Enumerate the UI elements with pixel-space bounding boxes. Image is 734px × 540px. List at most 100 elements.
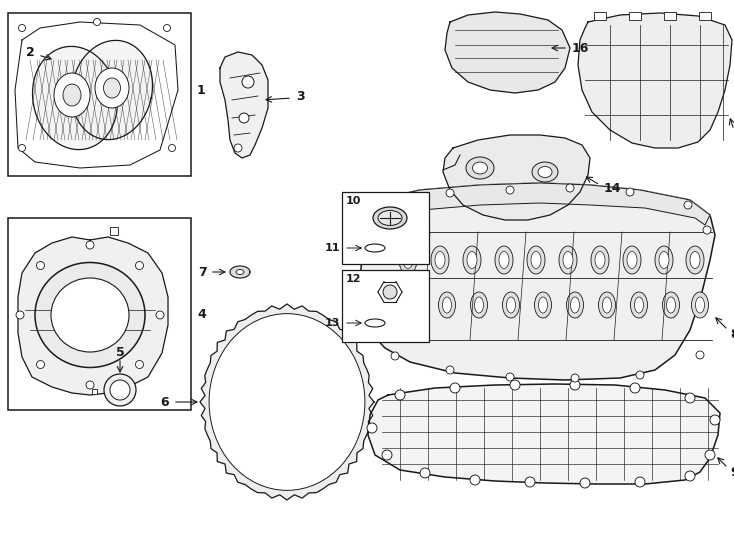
Circle shape [86,241,94,249]
Ellipse shape [666,297,675,313]
Text: 12: 12 [346,274,362,284]
Ellipse shape [591,246,609,274]
Ellipse shape [466,157,494,179]
Ellipse shape [474,297,484,313]
Ellipse shape [539,297,548,313]
Ellipse shape [463,246,481,274]
Circle shape [685,471,695,481]
Text: 9: 9 [730,467,734,480]
Circle shape [93,18,101,25]
Ellipse shape [503,292,520,318]
Circle shape [234,144,242,152]
Circle shape [37,361,45,368]
Polygon shape [32,46,117,150]
Ellipse shape [655,246,673,274]
Ellipse shape [534,292,551,318]
Circle shape [164,24,170,31]
Circle shape [570,380,580,390]
Circle shape [136,261,144,269]
Text: 11: 11 [324,243,340,253]
Circle shape [506,373,514,381]
Circle shape [420,468,430,478]
Ellipse shape [559,246,577,274]
Ellipse shape [407,292,424,318]
Ellipse shape [410,297,420,313]
Ellipse shape [63,84,81,106]
Ellipse shape [567,292,584,318]
Circle shape [136,361,144,368]
Circle shape [630,383,640,393]
Bar [594,12,606,20]
Circle shape [367,423,377,433]
Ellipse shape [603,297,611,313]
Ellipse shape [690,252,700,268]
Ellipse shape [104,374,136,406]
Ellipse shape [686,246,704,274]
Circle shape [696,351,704,359]
Bar [664,12,676,20]
Circle shape [510,380,520,390]
Ellipse shape [527,246,545,274]
Ellipse shape [623,246,641,274]
Circle shape [383,285,397,299]
Ellipse shape [438,292,456,318]
Ellipse shape [499,252,509,268]
Circle shape [703,226,711,234]
Circle shape [16,311,24,319]
Polygon shape [200,304,374,500]
Ellipse shape [495,246,513,274]
Polygon shape [578,13,732,148]
Circle shape [636,371,644,379]
Ellipse shape [598,292,616,318]
Text: 10: 10 [346,196,361,206]
Text: 8: 8 [730,328,734,341]
Ellipse shape [532,162,558,182]
Circle shape [169,145,175,152]
Ellipse shape [467,252,477,268]
Circle shape [450,383,460,393]
Ellipse shape [373,207,407,229]
Ellipse shape [663,292,680,318]
Bar [110,227,118,235]
Ellipse shape [570,297,580,313]
Text: 3: 3 [296,91,305,104]
Circle shape [580,478,590,488]
Circle shape [359,291,367,299]
Ellipse shape [365,244,385,252]
Circle shape [239,113,249,123]
Circle shape [446,366,454,374]
Circle shape [18,145,26,152]
Polygon shape [360,183,715,380]
Bar [342,192,429,264]
Circle shape [566,184,574,192]
Ellipse shape [431,246,449,274]
Ellipse shape [506,297,515,313]
Bar [92,389,97,394]
Circle shape [18,24,26,31]
Ellipse shape [51,278,129,352]
Circle shape [705,450,715,460]
Ellipse shape [473,162,487,174]
Circle shape [470,475,480,485]
Ellipse shape [378,211,402,226]
Ellipse shape [531,252,541,268]
Circle shape [366,326,374,334]
Polygon shape [385,183,710,225]
Ellipse shape [470,292,487,318]
Polygon shape [230,266,250,278]
Ellipse shape [35,262,145,368]
Circle shape [446,189,454,197]
Ellipse shape [403,252,413,268]
Ellipse shape [595,252,605,268]
Text: 16: 16 [572,42,589,55]
Ellipse shape [110,380,130,400]
Ellipse shape [95,68,129,108]
Circle shape [37,261,45,269]
Polygon shape [443,135,590,220]
Ellipse shape [443,297,451,313]
Ellipse shape [365,319,385,327]
Circle shape [156,311,164,319]
Text: 7: 7 [198,266,207,279]
Text: 6: 6 [160,395,169,408]
Bar [629,12,641,20]
